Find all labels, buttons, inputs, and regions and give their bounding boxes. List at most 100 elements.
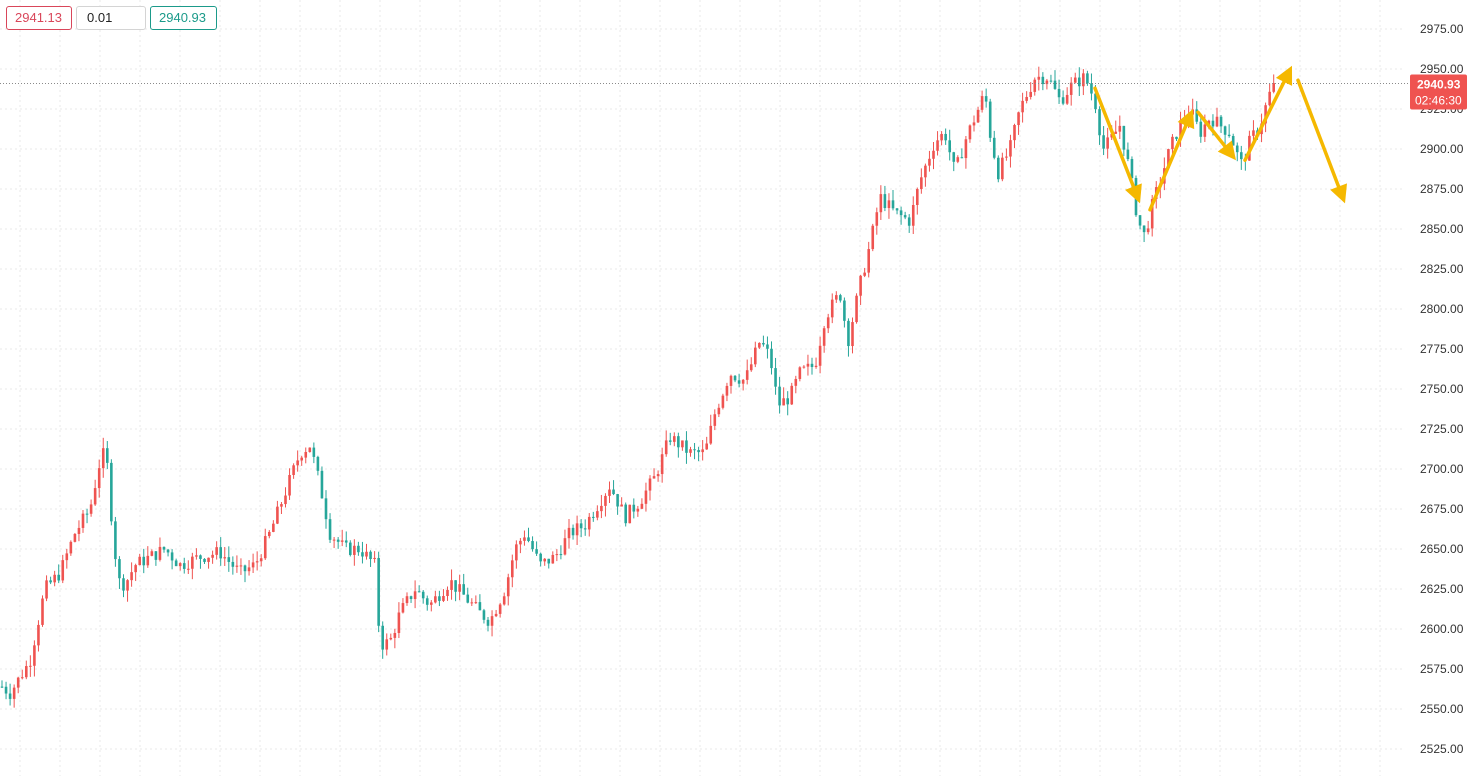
candle-body	[268, 531, 271, 537]
candle-body	[948, 140, 951, 153]
candle-body	[41, 598, 44, 625]
candle-body	[223, 557, 227, 559]
price-axis-tick-label: 2650.00	[1420, 542, 1464, 556]
candle-body	[1146, 228, 1150, 233]
candle-body	[1223, 126, 1227, 135]
arrow-head	[1330, 183, 1347, 204]
buy-button[interactable]: 2940.93	[150, 6, 217, 30]
candle-body	[150, 551, 154, 556]
arrow-annotation[interactable]	[1296, 78, 1347, 204]
quantity-input[interactable]: 0.01	[76, 6, 146, 30]
candle-body	[916, 189, 919, 205]
candle-body	[559, 554, 563, 556]
candle-body	[1005, 156, 1008, 158]
candle-body	[733, 375, 737, 381]
candle-body	[344, 540, 348, 543]
candle-body	[12, 687, 16, 699]
candle-body	[308, 447, 312, 452]
arrow-head	[1125, 183, 1142, 204]
candle-body	[818, 345, 822, 366]
price-axis-tick-label: 2625.00	[1420, 582, 1464, 596]
price-axis-tick-label: 2775.00	[1420, 342, 1464, 356]
candle-body	[312, 447, 316, 457]
candle-body	[527, 537, 530, 542]
candle-body	[61, 560, 65, 581]
candle-body	[1211, 120, 1215, 127]
candle-body	[235, 565, 239, 567]
candle-body	[924, 165, 927, 178]
arrow-annotation[interactable]	[1093, 86, 1142, 204]
candle-body	[608, 489, 611, 496]
candle-body	[648, 478, 652, 491]
candle-body	[944, 133, 947, 141]
candle-body	[365, 551, 368, 557]
candle-body	[332, 539, 336, 541]
candle-body	[146, 555, 150, 566]
arrow-annotation[interactable]	[1148, 109, 1195, 212]
candle-body	[883, 194, 887, 209]
candle-body	[162, 546, 166, 550]
candle-body	[579, 523, 583, 529]
candle-body	[486, 619, 490, 626]
sell-button[interactable]: 2941.13	[6, 6, 72, 30]
candle-body	[417, 591, 421, 593]
candle-body	[697, 450, 700, 453]
price-axis[interactable]: 2975.002950.002925.002900.002875.002850.…	[1408, 0, 1471, 776]
candle-body	[596, 511, 599, 518]
candle-body	[324, 498, 328, 520]
candle-body	[1175, 136, 1178, 140]
candle-body	[247, 567, 251, 572]
candle-body	[231, 561, 235, 567]
price-axis-tick-label: 2900.00	[1420, 142, 1464, 156]
candle-body	[73, 533, 77, 542]
candle-body	[1029, 91, 1032, 97]
arrow-head	[1177, 109, 1195, 130]
arrow-annotation[interactable]	[1196, 110, 1236, 161]
candle-body	[1227, 134, 1231, 137]
price-axis-tick-label: 2800.00	[1420, 302, 1464, 316]
candle-body	[114, 521, 117, 560]
candle-body	[863, 272, 866, 276]
candle-body	[1045, 80, 1049, 85]
candle-body	[964, 139, 968, 159]
candle-body	[413, 591, 417, 600]
candle-body	[89, 504, 93, 514]
candle-body	[381, 625, 384, 650]
candle-body	[336, 539, 340, 542]
candle-body	[636, 508, 640, 512]
candle-body	[304, 451, 308, 458]
arrow-annotations[interactable]	[1093, 65, 1347, 212]
candle-body	[774, 368, 777, 387]
price-axis-tick-label: 2725.00	[1420, 422, 1464, 436]
candle-body	[494, 613, 498, 617]
arrow-shaft	[1093, 86, 1136, 189]
candle-body	[1126, 149, 1130, 160]
candle-body	[543, 558, 546, 562]
candle-body	[660, 454, 664, 475]
candle-body	[871, 225, 875, 250]
candle-body	[276, 506, 279, 524]
candle-body	[320, 470, 324, 499]
candle-body	[547, 558, 551, 564]
candle-body	[612, 489, 615, 495]
candle-body	[478, 602, 482, 611]
candle-body	[106, 448, 109, 463]
candle-body	[754, 347, 757, 365]
candle-body	[288, 474, 291, 496]
candle-body	[134, 565, 137, 573]
candle-body	[1118, 125, 1122, 132]
arrow-annotation[interactable]	[1243, 65, 1293, 162]
candle-body	[1231, 136, 1235, 146]
candle-body	[0, 686, 4, 688]
candle-body	[191, 556, 194, 569]
candle-body	[778, 386, 781, 406]
candle-body	[182, 563, 186, 569]
candle-body	[1025, 96, 1028, 101]
candle-body	[903, 215, 907, 218]
candle-body	[1240, 152, 1243, 160]
candle-body	[920, 177, 923, 190]
candle-body	[33, 645, 36, 666]
candle-body	[1021, 100, 1024, 113]
